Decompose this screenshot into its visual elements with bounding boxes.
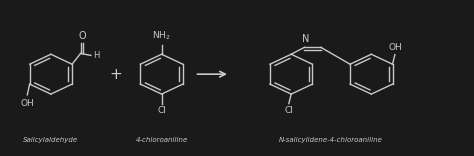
- Text: NH$_2$: NH$_2$: [152, 29, 171, 42]
- Text: Cl: Cl: [284, 106, 293, 115]
- Text: O: O: [78, 31, 86, 41]
- Text: OH: OH: [20, 99, 34, 108]
- Text: N: N: [301, 34, 309, 44]
- Text: 4-chloroaniline: 4-chloroaniline: [136, 137, 188, 143]
- Text: N-salicylidene-4-chloroaniline: N-salicylidene-4-chloroaniline: [279, 137, 383, 143]
- Text: OH: OH: [388, 43, 402, 52]
- Text: Cl: Cl: [157, 106, 166, 115]
- Text: Salicylaldehyde: Salicylaldehyde: [23, 137, 78, 143]
- Text: H: H: [93, 51, 100, 60]
- Text: +: +: [109, 67, 122, 82]
